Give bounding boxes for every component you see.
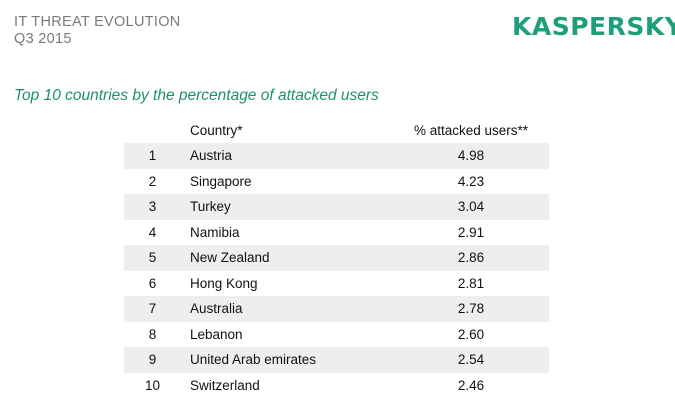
rank-cell: 2 [148, 173, 157, 189]
table-row: 3 Turkey 3.04 [124, 194, 549, 220]
table-row: 2 Singapore 4.23 [124, 169, 549, 195]
table-row: 9 United Arab emirates 2.54 [124, 347, 549, 373]
table-row: 10 Switzerland 2.46 [124, 373, 549, 399]
countries-table: Country* % attacked users** 1 Austria 4.98… [124, 117, 549, 398]
country-cell: Switzerland [190, 377, 260, 393]
table-header-row: Country* % attacked users** [124, 117, 549, 143]
table-row: 8 Lebanon 2.60 [124, 322, 549, 348]
table-row: 5 New Zealand 2.86 [124, 245, 549, 271]
logo-wordmark: KASPERSKY [512, 12, 675, 41]
percentage-cell: 2.60 [457, 326, 485, 342]
report-title-line1: IT THREAT EVOLUTION [14, 14, 181, 30]
table-row: 7 Australia 2.78 [124, 296, 549, 322]
report-title: IT THREAT EVOLUTION Q3 2015 [14, 14, 181, 48]
percentage-cell: 2.54 [457, 352, 485, 368]
rank-cell: 4 [148, 224, 157, 240]
country-cell: Singapore [190, 173, 252, 189]
country-cell: United Arab emirates [190, 352, 317, 368]
country-cell: New Zealand [190, 250, 270, 266]
rank-cell: 8 [148, 326, 157, 342]
rank-cell: 6 [148, 275, 157, 291]
rank-cell: 3 [148, 199, 157, 215]
percentage-cell: 2.78 [457, 301, 485, 317]
table-row: 1 Austria 4.98 [124, 143, 549, 169]
header-country: Country* [190, 122, 243, 138]
kaspersky-logo: KASPERSKY lab [512, 12, 675, 48]
rank-cell: 10 [144, 377, 161, 393]
header-percentage: % attacked users** [413, 122, 529, 138]
country-cell: Lebanon [190, 326, 243, 342]
country-cell: Austria [190, 148, 233, 164]
percentage-cell: 2.86 [457, 250, 485, 266]
rank-cell: 5 [148, 250, 157, 266]
country-cell: Hong Kong [190, 275, 258, 291]
country-cell: Namibia [190, 224, 240, 240]
percentage-cell: 4.23 [457, 173, 485, 189]
table-body: 1 Austria 4.98 2 Singapore 4.23 3 Turkey 3.04 4 Na… [124, 143, 549, 398]
rank-cell: 9 [148, 352, 157, 368]
country-cell: Turkey [190, 199, 231, 215]
percentage-cell: 2.91 [457, 224, 485, 240]
percentage-cell: 2.81 [457, 275, 485, 291]
report-title-line2: Q3 2015 [14, 31, 72, 47]
percentage-cell: 3.04 [457, 199, 485, 215]
country-cell: Australia [190, 301, 243, 317]
rank-cell: 1 [148, 148, 157, 164]
table-row: 6 Hong Kong 2.81 [124, 271, 549, 297]
percentage-cell: 4.98 [457, 148, 485, 164]
percentage-cell: 2.46 [457, 377, 485, 393]
rank-cell: 7 [148, 301, 157, 317]
table-title: Top 10 countries by the percentage of at… [14, 87, 379, 104]
table-row: 4 Namibia 2.91 [124, 220, 549, 246]
